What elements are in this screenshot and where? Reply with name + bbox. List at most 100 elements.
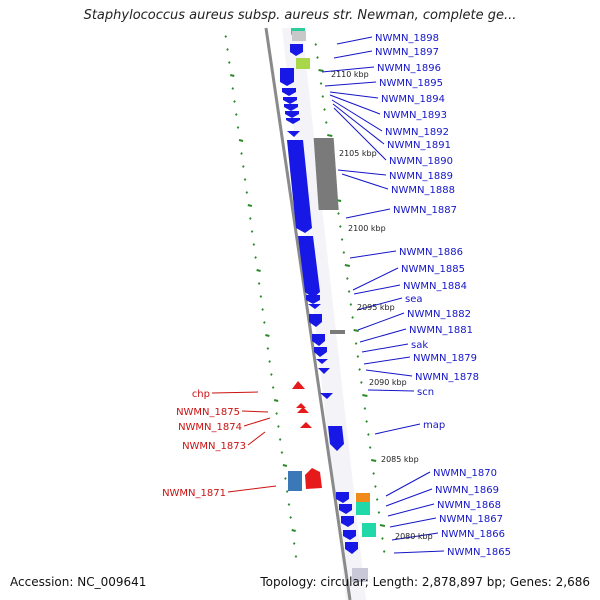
outer-tick bbox=[247, 204, 253, 207]
gene-teal-2[interactable] bbox=[362, 523, 376, 537]
gene-1897[interactable] bbox=[290, 44, 303, 56]
outer-tick bbox=[226, 48, 229, 51]
forward-gene-label[interactable]: NWMN_1881 bbox=[409, 325, 473, 336]
gene-1868[interactable] bbox=[339, 504, 352, 514]
forward-gene-label[interactable]: NWMN_1895 bbox=[379, 78, 443, 89]
gene-grey-1898 bbox=[292, 31, 306, 41]
forward-gene-label[interactable]: NWMN_1882 bbox=[407, 309, 471, 320]
forward-gene-label[interactable]: NWMN_1886 bbox=[399, 247, 463, 258]
gene-sak[interactable] bbox=[314, 347, 327, 357]
outer-tick bbox=[268, 360, 271, 363]
inner-tick-track bbox=[314, 43, 386, 553]
outer-tick bbox=[280, 451, 284, 454]
leader-line bbox=[329, 94, 381, 115]
inner-tick bbox=[344, 264, 351, 267]
gene-1890[interactable] bbox=[286, 118, 300, 124]
forward-gene-label[interactable]: map bbox=[423, 420, 445, 431]
leader-line bbox=[356, 297, 403, 311]
inner-tick bbox=[314, 43, 318, 46]
gene-map[interactable] bbox=[328, 426, 344, 451]
leader-line bbox=[374, 423, 421, 435]
forward-gene-label[interactable]: NWMN_1893 bbox=[383, 110, 447, 121]
outer-tick bbox=[284, 477, 287, 480]
forward-gene-label[interactable]: NWMN_1885 bbox=[401, 264, 465, 275]
gene-chp[interactable] bbox=[292, 381, 305, 389]
forward-gene-label[interactable]: NWMN_1884 bbox=[403, 281, 467, 292]
forward-gene-label[interactable]: NWMN_1878 bbox=[415, 372, 479, 383]
forward-gene-label[interactable]: NWMN_1879 bbox=[413, 353, 477, 364]
outer-tick bbox=[256, 269, 261, 272]
gene-1881[interactable] bbox=[312, 334, 325, 346]
gene-1874[interactable] bbox=[297, 407, 309, 413]
inner-tick bbox=[337, 212, 340, 215]
gene-1871[interactable] bbox=[305, 468, 322, 489]
forward-gene-label[interactable]: NWMN_1865 bbox=[447, 547, 511, 558]
kbp-marker: 2100 kbp bbox=[348, 224, 386, 233]
forward-gene-label[interactable]: NWMN_1889 bbox=[389, 171, 453, 182]
leader-line bbox=[385, 471, 431, 497]
leader-line bbox=[321, 66, 375, 73]
gene-1878[interactable] bbox=[318, 368, 330, 374]
gene-grey-large[interactable] bbox=[313, 138, 339, 210]
gene-1866[interactable] bbox=[343, 530, 356, 540]
gene-1865[interactable] bbox=[345, 542, 358, 554]
kbp-marker: 2085 kbp bbox=[381, 455, 419, 464]
gene-1875[interactable] bbox=[296, 403, 306, 408]
gene-1894[interactable] bbox=[282, 88, 296, 96]
gene-1888[interactable] bbox=[287, 140, 312, 233]
inner-tick bbox=[367, 433, 370, 436]
forward-gene-label[interactable]: NWMN_1868 bbox=[437, 500, 501, 511]
gene-1886[interactable] bbox=[298, 236, 320, 298]
forward-gene-label[interactable]: scn bbox=[417, 387, 434, 398]
forward-gene-label[interactable]: NWMN_1870 bbox=[433, 468, 497, 479]
reverse-gene-label[interactable]: chp bbox=[192, 389, 210, 400]
gene-1895[interactable] bbox=[280, 68, 294, 86]
outer-tick bbox=[289, 516, 292, 519]
kbp-marker: 2110 kbp bbox=[331, 70, 369, 79]
leader-line bbox=[324, 81, 377, 87]
gene-1869[interactable] bbox=[336, 492, 349, 503]
inner-tick bbox=[339, 225, 342, 228]
gene-1892[interactable] bbox=[284, 104, 298, 111]
gene-1867[interactable] bbox=[341, 516, 354, 527]
forward-gene-label[interactable]: NWMN_1890 bbox=[389, 156, 453, 167]
reverse-gene-label[interactable]: NWMN_1874 bbox=[178, 422, 242, 433]
reverse-gene-label[interactable]: NWMN_1871 bbox=[162, 488, 226, 499]
forward-gene-label[interactable]: NWMN_1898 bbox=[375, 33, 439, 44]
forward-gene-label[interactable]: sak bbox=[411, 340, 428, 351]
gene-1893[interactable] bbox=[283, 97, 297, 104]
gene-1891[interactable] bbox=[285, 111, 299, 118]
reverse-gene-label[interactable]: NWMN_1873 bbox=[182, 441, 246, 452]
inner-tick bbox=[372, 472, 375, 475]
forward-gene-label[interactable]: NWMN_1888 bbox=[391, 185, 455, 196]
inner-tick bbox=[365, 420, 368, 423]
forward-gene-label[interactable]: NWMN_1897 bbox=[375, 47, 439, 58]
forward-gene-label[interactable]: NWMN_1867 bbox=[439, 514, 503, 525]
forward-gene-label[interactable]: NWMN_1896 bbox=[377, 63, 441, 74]
outer-tick bbox=[241, 165, 245, 168]
forward-gene-label[interactable]: NWMN_1891 bbox=[387, 140, 451, 151]
gene-1879[interactable] bbox=[316, 359, 328, 364]
gene-steelblue[interactable] bbox=[288, 471, 302, 491]
forward-gene-label[interactable]: NWMN_1869 bbox=[435, 485, 499, 496]
forward-gene-label[interactable]: sea bbox=[405, 294, 423, 305]
gene-1884[interactable] bbox=[306, 295, 320, 304]
gene-1873[interactable] bbox=[300, 422, 312, 428]
forward-gene-label[interactable]: NWMN_1894 bbox=[381, 94, 445, 105]
outer-tick bbox=[252, 243, 256, 246]
gene-1882[interactable] bbox=[309, 314, 322, 327]
forward-gene-label[interactable]: NWMN_1892 bbox=[385, 127, 449, 138]
leader-line bbox=[337, 169, 387, 176]
forward-gene-label[interactable]: NWMN_1866 bbox=[441, 529, 505, 540]
inner-tick bbox=[377, 511, 381, 514]
forward-gene-label[interactable]: NWMN_1887 bbox=[393, 205, 457, 216]
gene-sea[interactable] bbox=[308, 304, 321, 309]
gene-teal-1[interactable] bbox=[356, 502, 370, 515]
outer-tick bbox=[277, 425, 280, 428]
gene-scn[interactable] bbox=[320, 393, 333, 399]
reverse-gene-label[interactable]: NWMN_1875 bbox=[176, 407, 240, 418]
gene-orange[interactable] bbox=[356, 493, 370, 502]
gene-1889[interactable] bbox=[287, 131, 300, 137]
inner-tick bbox=[353, 329, 359, 332]
